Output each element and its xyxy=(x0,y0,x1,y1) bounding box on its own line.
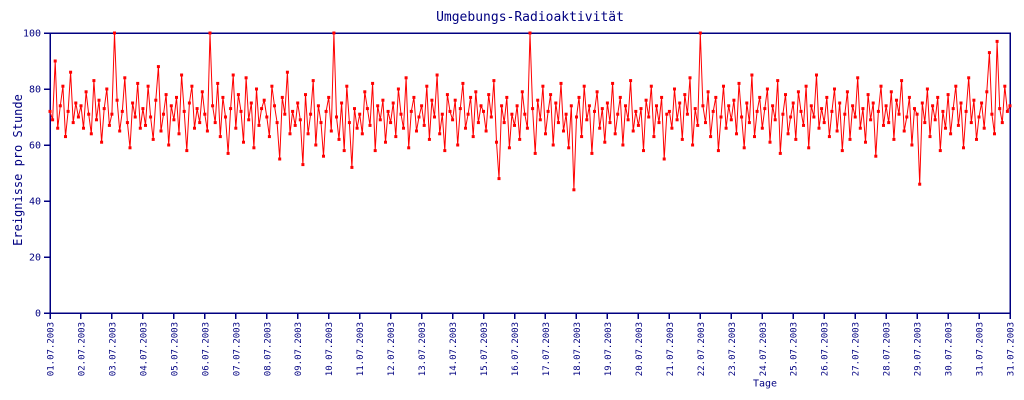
y-tick-label: 20 xyxy=(29,253,41,264)
x-tick-label: 18.07.2003 xyxy=(573,322,583,376)
x-tick-label: 25.07.2003 xyxy=(790,322,800,376)
x-tick-label: 03.07.2003 xyxy=(108,322,118,376)
x-tick-label: 29.07.2003 xyxy=(914,322,924,376)
x-tick-label: 31.07.2003 xyxy=(976,322,986,376)
x-tick-label: 06.07.2003 xyxy=(201,322,211,376)
x-tick-label: 05.07.2003 xyxy=(170,322,180,376)
y-tick-label: 80 xyxy=(29,85,41,96)
data-points xyxy=(48,31,1012,192)
x-tick-label: 08.07.2003 xyxy=(263,322,273,376)
x-tick-label: 13.07.2003 xyxy=(418,322,428,376)
x-tick-label: 28.07.2003 xyxy=(883,322,893,376)
x-tick-label: 10.07.2003 xyxy=(325,322,335,376)
x-axis: 01.07.2003 02.07.2003 03.07.2003 04.07.2003… xyxy=(47,313,1017,376)
x-tick-label: 22.07.2003 xyxy=(697,322,707,376)
x-tick-label: 11.07.2003 xyxy=(356,322,366,376)
chart-title: Umgebungs-Radioaktivität xyxy=(436,10,624,25)
x-axis-title: Tage xyxy=(752,378,778,390)
x-tick-label: 31.07.2003 xyxy=(1007,322,1017,376)
x-tick-label: 15.07.2003 xyxy=(480,322,490,376)
x-tick-label: 01.07.2003 xyxy=(47,322,57,376)
plot-frame xyxy=(49,32,1011,314)
x-tick-label: 26.07.2003 xyxy=(821,322,831,376)
x-tick-label: 04.07.2003 xyxy=(139,322,149,376)
x-tick-label: 09.07.2003 xyxy=(294,322,304,376)
y-tick-label: 40 xyxy=(29,197,41,208)
x-tick-label: 16.07.2003 xyxy=(511,322,521,376)
x-tick-label: 23.07.2003 xyxy=(728,322,738,376)
x-tick-label: 17.07.2003 xyxy=(542,322,552,376)
y-tick-label: 0 xyxy=(35,309,41,320)
y-tick-label: 100 xyxy=(23,29,41,40)
x-tick-label: 20.07.2003 xyxy=(635,322,645,376)
x-tick-label: 19.07.2003 xyxy=(604,322,614,376)
x-tick-label: 07.07.2003 xyxy=(232,322,242,376)
x-tick-label: 12.07.2003 xyxy=(387,322,397,376)
x-tick-label: 14.07.2003 xyxy=(449,322,459,376)
x-tick-label: 21.07.2003 xyxy=(666,322,676,376)
x-tick-label: 27.07.2003 xyxy=(852,322,862,376)
y-axis: 0 20 40 60 80 100 xyxy=(23,29,50,320)
x-tick-label: 02.07.2003 xyxy=(77,322,87,376)
x-tick-label: 24.07.2003 xyxy=(759,322,769,376)
x-tick-label: 30.07.2003 xyxy=(945,322,955,376)
y-axis-title: Ereignisse pro Stunde xyxy=(11,94,25,246)
y-tick-label: 60 xyxy=(29,141,41,152)
data-line xyxy=(49,32,1011,190)
